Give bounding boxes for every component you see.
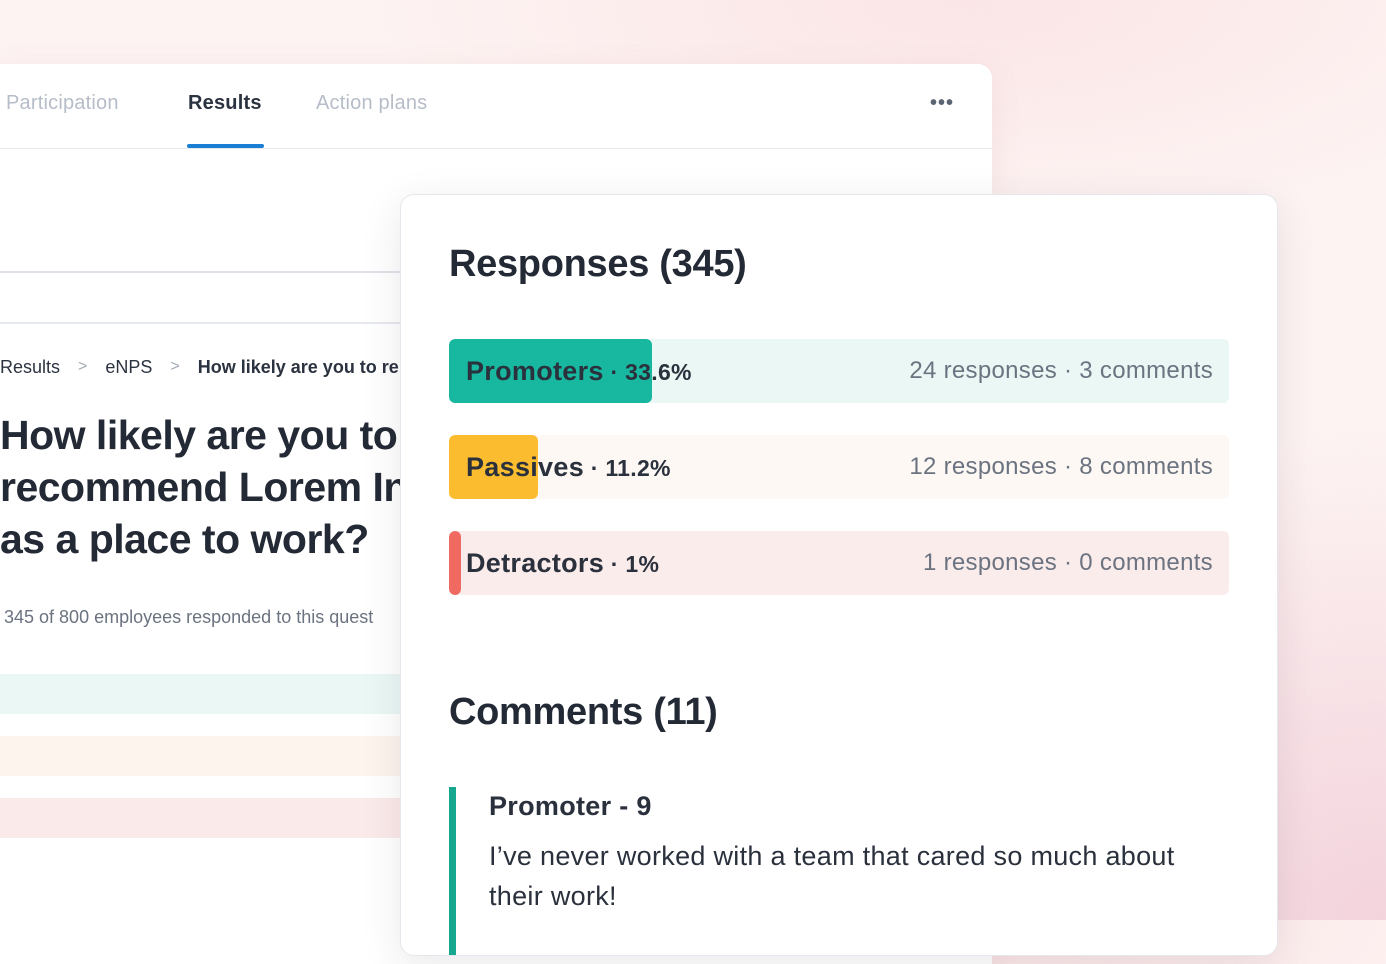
segment-name: Promoters [466, 356, 604, 386]
chevron-right-icon: > [78, 358, 88, 376]
tab-action-plans[interactable]: Action plans [316, 92, 428, 114]
passives-row[interactable]: Passives · 11.2% 12 responses · 8 commen… [449, 435, 1229, 499]
promoters-label: Promoters · 33.6% [466, 356, 692, 387]
divider [0, 322, 402, 324]
segment-percentage: 1% [625, 551, 660, 577]
promoters-row[interactable]: Promoters · 33.6% 24 responses · 3 comme… [449, 339, 1229, 403]
detractors-bar-fill [449, 531, 461, 595]
active-tab-indicator [187, 144, 264, 148]
breadcrumb: Results > eNPS > How likely are you to re [0, 356, 399, 378]
separator: · [603, 359, 626, 385]
segment-name: Detractors [466, 548, 605, 578]
segment-percentage: 11.2% [605, 455, 671, 481]
question-line: recommend Lorem In [0, 464, 408, 510]
tab-results[interactable]: Results [188, 92, 262, 114]
promoters-bar-background [0, 674, 402, 714]
separator: · [584, 455, 606, 481]
question-line: How likely are you to [0, 412, 398, 458]
promoters-bar-fill [449, 339, 652, 403]
comment-item: Promoter - 9 I’ve never worked with a te… [449, 787, 1229, 955]
comment-heading: Promoter - 9 [489, 791, 652, 821]
passives-label: Passives · 11.2% [466, 452, 671, 483]
promoters-detail: 24 responses · 3 comments [909, 357, 1213, 384]
breadcrumb-item-results[interactable]: Results [0, 356, 61, 377]
breadcrumb-item-current: How likely are you to re [197, 356, 399, 377]
more-options-icon[interactable]: ••• [930, 92, 955, 114]
detractors-detail: 1 responses · 0 comments [923, 549, 1213, 576]
responses-title: Responses (345) [449, 243, 747, 285]
question-title: How likely are you to recommend Lorem In… [0, 409, 420, 565]
passives-bar-background [0, 736, 402, 776]
detractors-bar-background [0, 798, 402, 838]
response-count-note: 345 of 800 employees responded to this q… [4, 607, 374, 627]
comments-title: Comments (11) [449, 691, 718, 733]
passives-bar-fill [449, 435, 538, 499]
tab-bar: Participation Results Action plans ••• [0, 64, 992, 149]
responses-card: Responses (345) Promoters · 33.6% 24 res… [400, 194, 1278, 956]
detractors-label: Detractors · 1% [466, 548, 659, 579]
comment-text: I’ve never worked with a team that cared… [489, 841, 1175, 911]
tab-participation[interactable]: Participation [6, 92, 119, 114]
breadcrumb-item-enps[interactable]: eNPS [105, 356, 153, 377]
passives-detail: 12 responses · 8 comments [909, 453, 1213, 480]
separator: · [604, 551, 626, 577]
detractors-row[interactable]: Detractors · 1% 1 responses · 0 comments [449, 531, 1229, 595]
question-line: as a place to work? [0, 516, 369, 562]
chevron-right-icon: > [170, 358, 180, 376]
segment-percentage: 33.6% [625, 359, 692, 385]
segment-name: Passives [466, 452, 585, 482]
divider [0, 271, 402, 273]
